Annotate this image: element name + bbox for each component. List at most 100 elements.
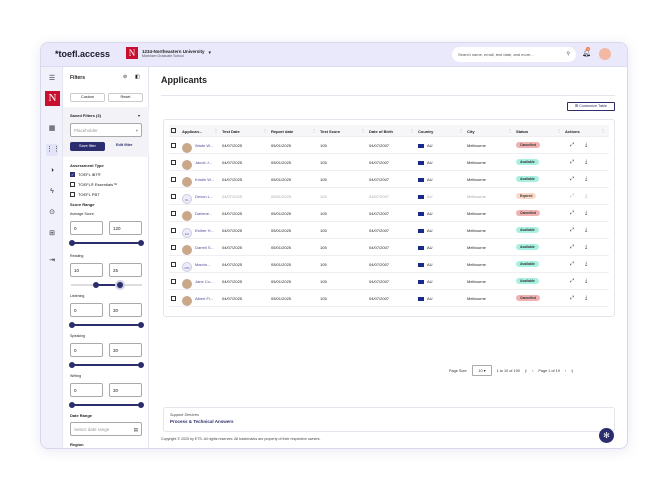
page-size-select[interactable]: 10 ▾ (472, 365, 492, 376)
column-menu-icon[interactable]: ⋮ (263, 128, 267, 133)
chevron-down-icon[interactable]: ▾ (138, 113, 141, 118)
column-menu-icon[interactable]: ⋮ (601, 128, 605, 133)
row-checkbox[interactable] (171, 211, 176, 216)
applicant-name-link[interactable]: Marvin... (195, 262, 211, 267)
target-icon[interactable]: ⊙ (49, 209, 55, 216)
row-checkbox[interactable] (171, 160, 176, 165)
table-row[interactable]: DL Devon L... 04/07/2025 05/01/2025 105 … (169, 188, 609, 205)
column-menu-icon[interactable]: ⋮ (410, 128, 414, 133)
first-page-icon[interactable]: |‹ (524, 368, 528, 373)
expand-icon[interactable]: ⤢ (570, 278, 575, 284)
average-min-input[interactable]: 0 (70, 221, 103, 235)
row-checkbox[interactable] (171, 143, 176, 148)
applicant-name-link[interactable]: Kristin W... (195, 177, 215, 182)
type-checkbox-pbt[interactable]: TOEFL PBT (70, 192, 100, 198)
reading-min-input[interactable]: 10 (70, 263, 103, 277)
column-header[interactable]: Actions (565, 129, 580, 134)
expand-icon[interactable]: ⤢ (570, 244, 575, 250)
search-icon[interactable]: ⚲ (566, 51, 570, 57)
row-checkbox[interactable] (171, 177, 176, 182)
expand-icon[interactable]: ⤢ (570, 193, 575, 199)
row-checkbox[interactable] (171, 279, 176, 284)
menu-icon[interactable]: ☰ (48, 75, 56, 82)
speaking-min-input[interactable]: 0 (70, 343, 103, 357)
download-icon[interactable]: ⤓ (585, 295, 588, 301)
table-row[interactable]: Darlene... 04/07/2025 05/01/2025 105 04/… (169, 205, 609, 222)
applicant-name-link[interactable]: Wade W... (195, 143, 214, 148)
download-icon[interactable]: ⤓ (585, 193, 588, 199)
speaking-max-input[interactable]: 30 (109, 343, 142, 357)
download-icon[interactable]: ⤓ (585, 278, 588, 284)
column-header[interactable]: Report date (271, 129, 294, 134)
table-row[interactable]: MM Marvin... 04/07/2025 05/01/2025 105 0… (169, 256, 609, 273)
apps-icon[interactable]: ⊞ (49, 230, 55, 237)
download-icon[interactable]: ⤓ (585, 159, 588, 165)
table-row[interactable]: Kristin W... 04/07/2025 05/01/2025 105 0… (169, 171, 609, 188)
table-row[interactable]: EH Esther H... 04/07/2025 05/01/2025 105… (169, 222, 609, 239)
column-header[interactable]: Country (418, 129, 434, 134)
select-all-checkbox[interactable] (171, 128, 176, 133)
expand-icon[interactable]: ⤢ (570, 210, 575, 216)
next-page-icon[interactable]: › (564, 368, 567, 373)
row-checkbox[interactable] (171, 194, 176, 199)
download-icon[interactable]: ⤓ (585, 210, 588, 216)
table-row[interactable]: Wade W... 04/07/2025 05/01/2025 105 04/0… (169, 137, 609, 154)
edit-filter-link[interactable]: Edit filter (116, 143, 133, 147)
last-page-icon[interactable]: ›| (571, 368, 574, 373)
table-row[interactable]: Albert Fl... 04/07/2025 05/01/2025 105 0… (169, 290, 609, 307)
type-checkbox-essentials[interactable]: TOEFL® Essentials™ (70, 182, 117, 188)
reading-slider[interactable] (71, 281, 142, 288)
reset-button[interactable]: Reset (108, 93, 143, 102)
download-icon[interactable]: ⤓ (585, 142, 588, 148)
save-filter-button[interactable]: Save filter (70, 142, 105, 151)
download-icon[interactable]: ⤓ (585, 176, 588, 182)
applicant-name-link[interactable]: Jane Co... (195, 279, 214, 284)
table-row[interactable]: Jane Co... 04/07/2025 05/01/2025 105 04/… (169, 273, 609, 290)
listening-slider[interactable] (69, 321, 144, 328)
column-menu-icon[interactable]: ⋮ (557, 128, 561, 133)
column-menu-icon[interactable]: ⋮ (508, 128, 512, 133)
applicant-name-link[interactable]: Darrell S... (195, 245, 214, 250)
search-input[interactable]: Search name, email, test date, and more.… (452, 47, 576, 62)
export-icon[interactable]: ⇥ (49, 257, 55, 264)
applicant-name-link[interactable]: Esther H... (195, 228, 214, 233)
row-checkbox[interactable] (171, 245, 176, 250)
speaking-slider[interactable] (69, 361, 144, 368)
column-header[interactable]: Applican... (182, 129, 203, 134)
user-avatar[interactable] (599, 48, 611, 60)
download-icon[interactable]: ⤓ (585, 227, 588, 233)
expand-icon[interactable]: ⤢ (570, 176, 575, 182)
applicant-name-link[interactable]: Devon L... (195, 194, 214, 199)
type-checkbox-ibt[interactable]: ✓ TOEFL iBT® (70, 172, 101, 178)
support-link[interactable]: Process & Technical Answers (170, 419, 234, 424)
writing-min-input[interactable]: 0 (70, 383, 103, 397)
prev-page-icon[interactable]: ‹ (532, 368, 534, 373)
expand-icon[interactable]: ⤢ (570, 142, 575, 148)
reading-max-input[interactable]: 25 (109, 263, 142, 277)
custom-button[interactable]: Custom (70, 93, 105, 102)
bell-icon[interactable]: 🔔︎ 3 (582, 47, 591, 57)
column-header[interactable]: Status (516, 129, 529, 134)
column-header[interactable]: City (467, 129, 475, 134)
row-checkbox[interactable] (171, 296, 176, 301)
expand-icon[interactable]: ⤢ (570, 159, 575, 165)
column-menu-icon[interactable]: ⋮ (312, 128, 316, 133)
average-max-input[interactable]: 120 (109, 221, 142, 235)
collapse-panel-icon[interactable]: ◧ (135, 74, 140, 80)
dashboard-icon[interactable]: ▦ (48, 125, 56, 132)
expand-icon[interactable]: ⤢ (570, 261, 575, 267)
row-checkbox[interactable] (171, 228, 176, 233)
compare-icon[interactable]: ◑ (49, 167, 55, 174)
writing-max-input[interactable]: 30 (109, 383, 142, 397)
column-menu-icon[interactable]: ⋮ (459, 128, 463, 133)
saved-filter-select[interactable]: Placeholder ▾ (70, 123, 142, 137)
column-header[interactable]: Date of Birth (369, 129, 393, 134)
clear-filter-icon[interactable]: ⊘ (123, 74, 128, 80)
expand-icon[interactable]: ⤢ (570, 295, 575, 301)
applicant-name-link[interactable]: Albert Fl... (195, 296, 214, 301)
customize-table-button[interactable]: ⊞ Customize Table (567, 102, 615, 111)
applicants-grid-icon[interactable]: ⋮⋮ (46, 144, 60, 156)
help-chat-button[interactable]: ✻ (599, 428, 614, 443)
toefl-logo[interactable]: *toefl.access (55, 49, 111, 59)
row-checkbox[interactable] (171, 262, 176, 267)
